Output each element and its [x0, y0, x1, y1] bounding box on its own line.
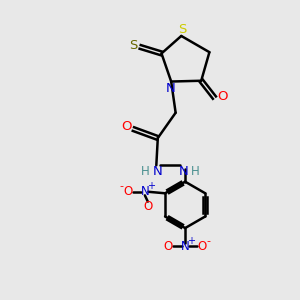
Text: -: -: [119, 182, 123, 191]
Text: O: O: [123, 185, 133, 198]
Text: O: O: [143, 200, 152, 213]
Text: +: +: [187, 236, 195, 246]
Text: S: S: [130, 39, 138, 52]
Text: H: H: [141, 165, 149, 178]
Text: +: +: [147, 181, 155, 191]
Text: S: S: [178, 23, 186, 36]
Text: O: O: [218, 90, 228, 103]
Text: O: O: [122, 120, 132, 133]
Text: N: N: [181, 240, 190, 253]
Text: N: N: [166, 82, 176, 94]
Text: N: N: [179, 165, 188, 178]
Text: O: O: [164, 240, 173, 253]
Text: N: N: [152, 165, 162, 178]
Text: N: N: [140, 185, 149, 198]
Text: O: O: [197, 240, 207, 253]
Text: -: -: [207, 236, 211, 246]
Text: H: H: [190, 165, 199, 178]
